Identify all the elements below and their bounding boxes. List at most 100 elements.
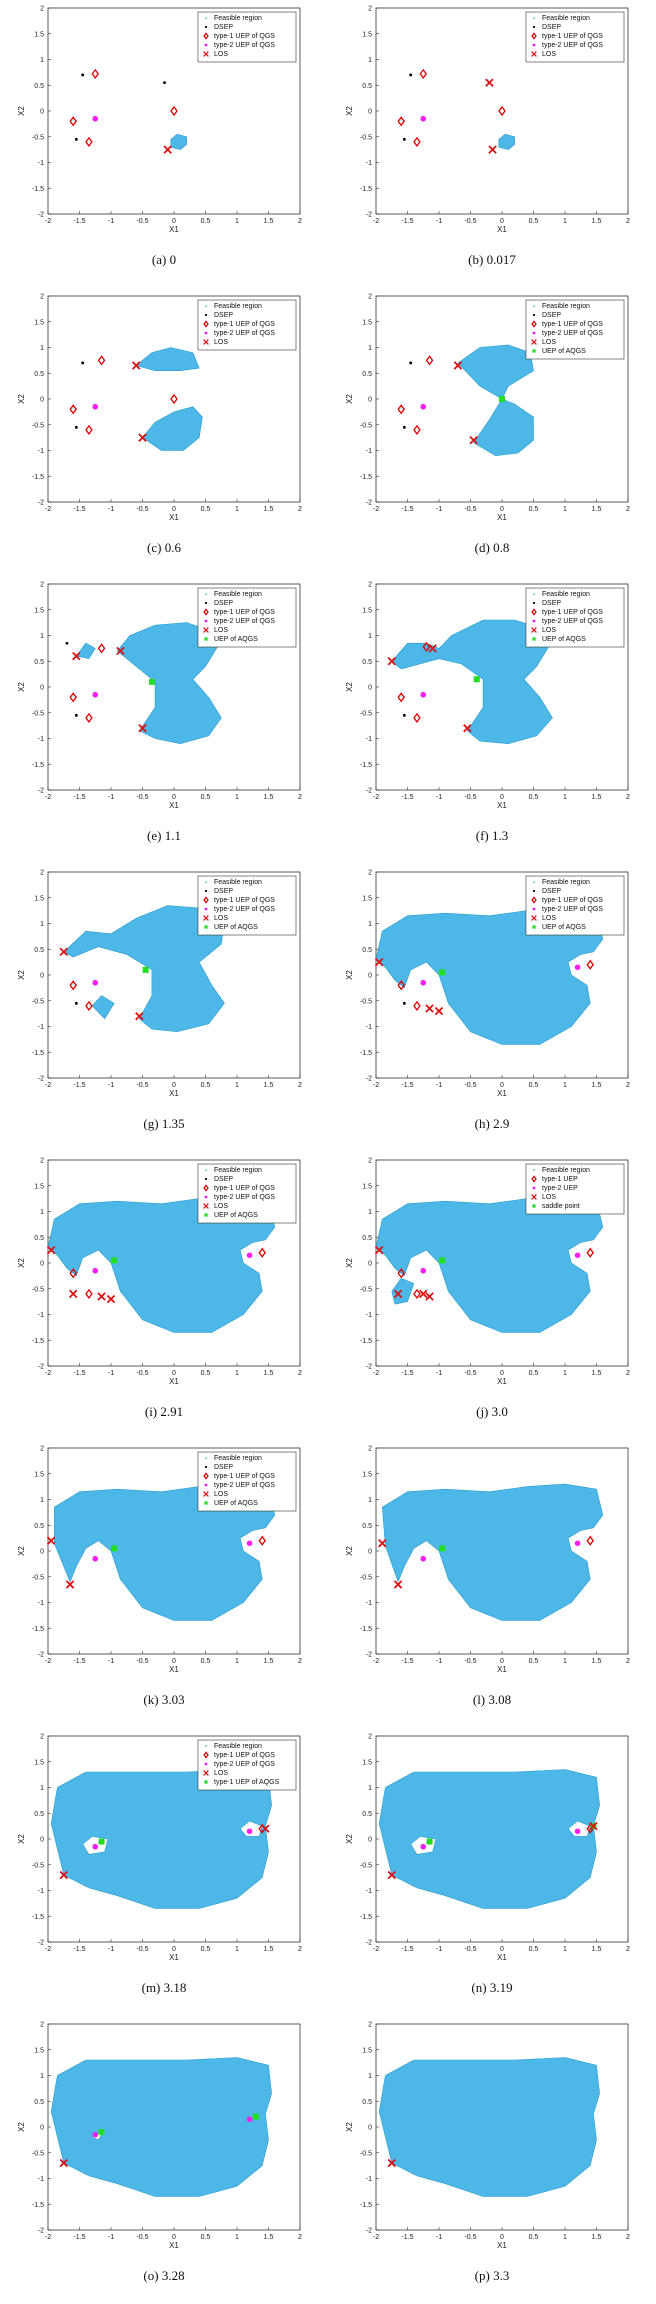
- y-tick-label: 0: [368, 1549, 372, 1556]
- legend-symbol: [533, 305, 535, 307]
- los-stroke: [46, 1245, 56, 1255]
- legend-entry: DSEP: [214, 1464, 233, 1471]
- legend-entry: type-1 UEP of QGS: [214, 1185, 275, 1192]
- type2-uep-marker: [420, 1555, 427, 1562]
- chart-svg: -2 -1.5 -1 -0.5 0 0.5 1 1.5 2 -2 -1.5 -1 -0.5 0 0.5 1 1.…: [345, 2022, 630, 2251]
- y-tick-label: -1.5: [360, 474, 372, 481]
- y-tick-label: -2: [366, 1364, 372, 1371]
- legend-entry: type-2 UEP of QGS: [542, 618, 603, 625]
- chart-svg: -2 -1.5 -1 -0.5 0 0.5 1 1.5 2 -2 -1.5 -1 -0.5 0 0.5 1 1.…: [17, 6, 302, 235]
- x-tick-label: 1: [235, 1946, 239, 1953]
- legend-symbol: [204, 1501, 208, 1505]
- feasible-region: [375, 1195, 604, 1333]
- legend-symbol: [203, 1203, 209, 1209]
- legend-symbol: [532, 313, 536, 317]
- panel-caption: (a) 0: [151, 252, 177, 267]
- los-stroke: [138, 433, 147, 442]
- type1-uep-marker: [413, 1000, 421, 1011]
- x-tick-label: 0: [172, 1658, 176, 1665]
- y-axis-label: X2: [345, 1546, 354, 1556]
- aqgs-uep-marker: [426, 1838, 433, 1845]
- panel-caption: (o) 3.28: [143, 2268, 185, 2283]
- legend-entry: LOS: [214, 1491, 228, 1498]
- type2-uep-marker: [574, 964, 581, 971]
- x-tick-label: -1: [108, 1658, 114, 1665]
- los-marker: [393, 1580, 403, 1589]
- legend-symbol: [204, 601, 208, 605]
- x-tick-label: 2: [298, 218, 302, 225]
- legend-symbol: [205, 1745, 207, 1747]
- feasible-region: [54, 1483, 276, 1621]
- y-tick-label: -2: [38, 1364, 44, 1371]
- legend-symbol: [203, 1184, 209, 1192]
- type1-uep-marker: [586, 959, 595, 970]
- y-tick-label: -0.5: [32, 422, 44, 429]
- legend-entry: Feasible region: [214, 1455, 262, 1462]
- x-tick-label: -1: [436, 794, 442, 801]
- panel-caption: (b) 0.017: [468, 252, 516, 267]
- legend-symbol: [532, 601, 536, 605]
- aqgs-uep-marker: [439, 969, 446, 976]
- y-tick-label: 1: [368, 57, 372, 64]
- x-tick-label: -1.5: [401, 794, 413, 801]
- los-stroke: [589, 1821, 598, 1831]
- y-tick-label: 0.5: [34, 83, 44, 90]
- legend-entry: Feasible region: [214, 1167, 262, 1174]
- los-stroke: [72, 651, 81, 661]
- x-tick-label: 2: [626, 1370, 630, 1377]
- y-tick-label: 2: [368, 6, 372, 13]
- chart-panel: -2 -1.5 -1 -0.5 0 0.5 1 1.5 2 -2 -1.5 -1 -0.5 0 0.5 1 1.…: [328, 2016, 656, 2304]
- type1-uep-marker: [69, 1268, 78, 1279]
- y-axis-label: X2: [345, 394, 354, 404]
- x-tick-label: -1: [108, 1946, 114, 1953]
- legend-entry: LOS: [214, 51, 228, 58]
- y-tick-label: 0: [40, 2125, 44, 2132]
- y-tick-label: -1.5: [360, 1338, 372, 1345]
- legend-box: [197, 1739, 297, 1791]
- panel-caption: (m) 3.18: [141, 1980, 187, 1995]
- y-tick-label: -1.5: [360, 762, 372, 769]
- x-tick-label: 1: [563, 2234, 567, 2241]
- x-tick-label: 0.5: [529, 218, 539, 225]
- y-tick-label: 1.5: [362, 31, 372, 38]
- x-tick-label: 2: [298, 1370, 302, 1377]
- legend-entry: type-1 UEP of QGS: [214, 609, 275, 616]
- feasible-region: [375, 907, 604, 1045]
- x-tick-label: 0.5: [529, 794, 539, 801]
- chart-svg: -2 -1.5 -1 -0.5 0 0.5 1 1.5 2 -2 -1.5 -1 -0.5 0 0.5 1 1.…: [17, 1446, 302, 1675]
- x-tick-label: -1.5: [73, 1946, 85, 1953]
- y-tick-label: 0: [40, 1837, 44, 1844]
- x-axis-label: X1: [497, 225, 507, 234]
- los-stroke: [116, 646, 125, 656]
- dsep-point: [74, 1001, 78, 1005]
- x-tick-label: 0: [172, 506, 176, 513]
- legend-symbol: [532, 43, 536, 47]
- type2-uep-marker: [246, 1252, 253, 1259]
- x-tick-label: 0.5: [529, 1370, 539, 1377]
- x-tick-label: 1.5: [592, 1658, 602, 1665]
- type1-uep-marker: [85, 424, 93, 435]
- legend-entry: DSEP: [214, 888, 233, 895]
- x-tick-label: 0.5: [201, 794, 211, 801]
- legend-symbol: [531, 915, 537, 921]
- type2-uep-marker: [246, 1828, 253, 1835]
- panel-caption: (p) 3.3: [474, 2268, 510, 2283]
- y-tick-label: -2: [366, 2228, 372, 2235]
- los-stroke: [425, 1292, 434, 1301]
- y-tick-label: -1.5: [360, 1626, 372, 1633]
- x-tick-label: 2: [626, 1082, 630, 1089]
- legend-symbol: [533, 881, 535, 883]
- y-tick-label: 0.5: [362, 1235, 372, 1242]
- x-tick-label: 0: [500, 2234, 504, 2241]
- legend-symbol: [531, 1175, 537, 1183]
- x-tick-label: 1.5: [264, 218, 274, 225]
- x-tick-label: 0: [500, 794, 504, 801]
- los-stroke: [453, 361, 463, 370]
- y-tick-label: -1: [366, 1600, 372, 1607]
- y-tick-label: 0.5: [34, 1523, 44, 1530]
- legend-symbol: [531, 320, 537, 328]
- type1-uep-marker: [258, 1247, 267, 1258]
- los-stroke: [203, 627, 209, 633]
- chart-panel: -2 -1.5 -1 -0.5 0 0.5 1 1.5 2 -2 -1.5 -1 -0.5 0 0.5 1 1.…: [0, 864, 328, 1152]
- y-tick-label: 2: [368, 1446, 372, 1453]
